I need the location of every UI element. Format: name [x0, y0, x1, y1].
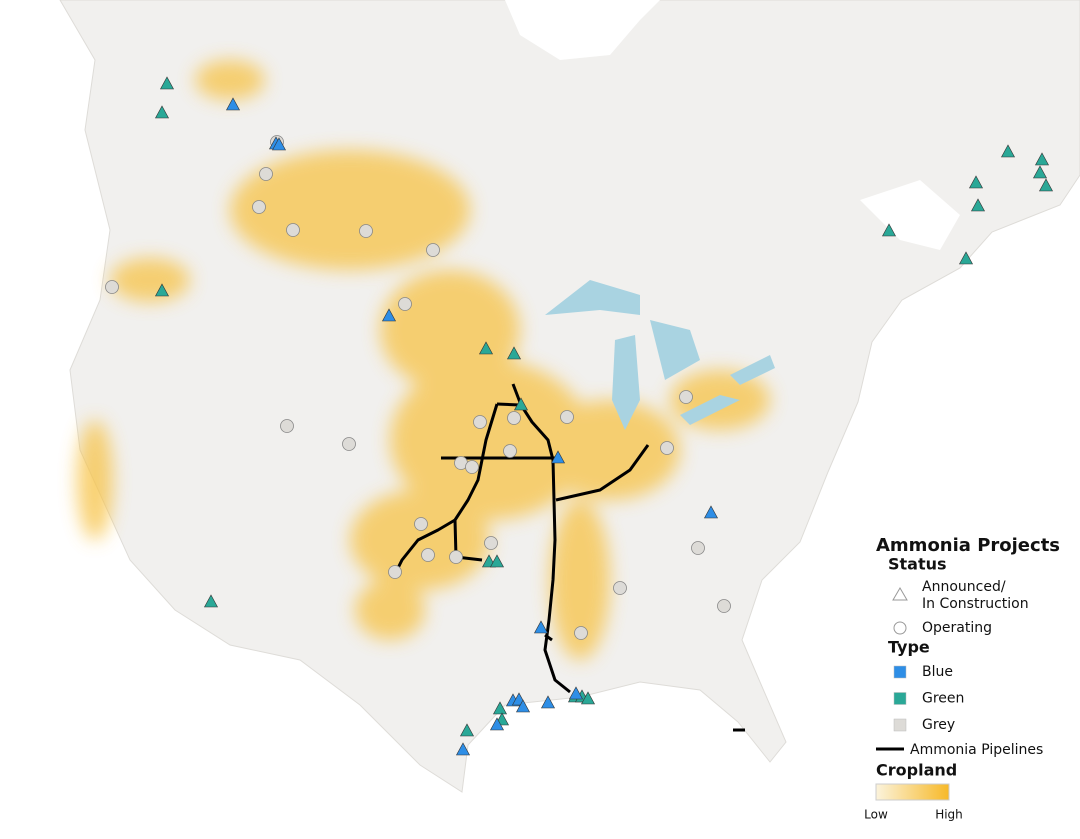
announced-marker	[703, 505, 719, 519]
type-items: Blue Green Grey	[893, 664, 964, 733]
announced-marker	[159, 76, 175, 90]
operating-marker	[105, 280, 119, 294]
announced-marker	[459, 723, 475, 737]
operating-marker	[507, 411, 521, 425]
cropland-low: Low	[864, 808, 888, 822]
operating-marker	[503, 444, 517, 458]
operating-marker	[484, 536, 498, 550]
announced-marker	[958, 251, 974, 265]
announced-marker	[478, 341, 494, 355]
cropland	[77, 60, 770, 660]
operating-marker	[259, 167, 273, 181]
announced-marker	[1032, 165, 1048, 179]
announced-marker	[580, 691, 596, 705]
announced-marker	[455, 742, 471, 756]
operating-marker	[449, 550, 463, 564]
hudson-bay	[505, 0, 660, 60]
announced-marker	[1034, 152, 1050, 166]
announced-marker	[271, 137, 287, 151]
operating-marker	[717, 599, 731, 613]
operating-marker	[560, 410, 574, 424]
type-label: Grey	[922, 717, 955, 733]
type-swatch	[893, 692, 907, 705]
announced-marker	[492, 701, 508, 715]
announced-marker	[506, 346, 522, 360]
announced-marker	[968, 175, 984, 189]
announced-marker	[1000, 144, 1016, 158]
great-lakes	[545, 280, 775, 430]
type-swatch	[893, 718, 907, 732]
cropland-title: Cropland	[876, 761, 957, 780]
operating-marker	[473, 415, 487, 429]
cropland-scale	[875, 783, 950, 801]
type-title: Type	[888, 638, 930, 657]
operating-marker	[342, 437, 356, 451]
legend-triangle	[892, 587, 908, 601]
announced-marker	[515, 699, 531, 713]
operating-marker	[679, 390, 693, 404]
type-swatch	[893, 665, 907, 679]
type-label: Green	[922, 691, 964, 707]
operating-marker	[286, 223, 300, 237]
operating-marker	[398, 297, 412, 311]
status-label: Announced/	[922, 579, 1006, 595]
announced-marker	[203, 594, 219, 608]
gulf-st-lawrence	[860, 180, 960, 250]
operating-marker	[414, 517, 428, 531]
pipeline	[555, 444, 650, 502]
type-label: Blue	[922, 664, 953, 680]
operating-marker	[252, 200, 266, 214]
operating-marker	[465, 460, 479, 474]
cropland-high: High	[935, 808, 963, 822]
announced-marker	[225, 97, 241, 111]
status-label: In Construction	[922, 596, 1029, 612]
announced-marker	[1038, 178, 1054, 192]
legend: Ammonia Projects Status Announced/ In Co…	[864, 535, 1060, 822]
announced-marker	[550, 450, 566, 464]
operating-marker	[388, 565, 402, 579]
announced-marker	[154, 283, 170, 297]
operating-marker	[359, 224, 373, 238]
announced-marker	[381, 308, 397, 322]
operating-marker	[280, 419, 294, 433]
announced-marker	[154, 105, 170, 119]
announced-marker	[489, 717, 505, 731]
operating-marker	[613, 581, 627, 595]
announced-marker	[513, 397, 529, 411]
legend-title: Ammonia Projects	[876, 535, 1060, 556]
project-markers	[105, 76, 1054, 756]
operating-marker	[660, 441, 674, 455]
legend-circle	[893, 621, 907, 635]
pipeline	[544, 633, 553, 642]
announced-marker	[568, 686, 584, 700]
pipeline-label: Ammonia Pipelines	[910, 742, 1043, 758]
operating-marker	[574, 626, 588, 640]
status-title: Status	[888, 555, 947, 574]
announced-marker	[533, 620, 549, 634]
operating-marker	[691, 541, 705, 555]
pipeline	[496, 402, 521, 407]
announced-marker	[540, 695, 556, 709]
operating-marker	[426, 243, 440, 257]
announced-marker	[489, 554, 505, 568]
status-label: Operating	[922, 620, 992, 636]
announced-marker	[970, 198, 986, 212]
pipeline	[511, 383, 571, 694]
operating-marker	[421, 548, 435, 562]
announced-marker	[881, 223, 897, 237]
